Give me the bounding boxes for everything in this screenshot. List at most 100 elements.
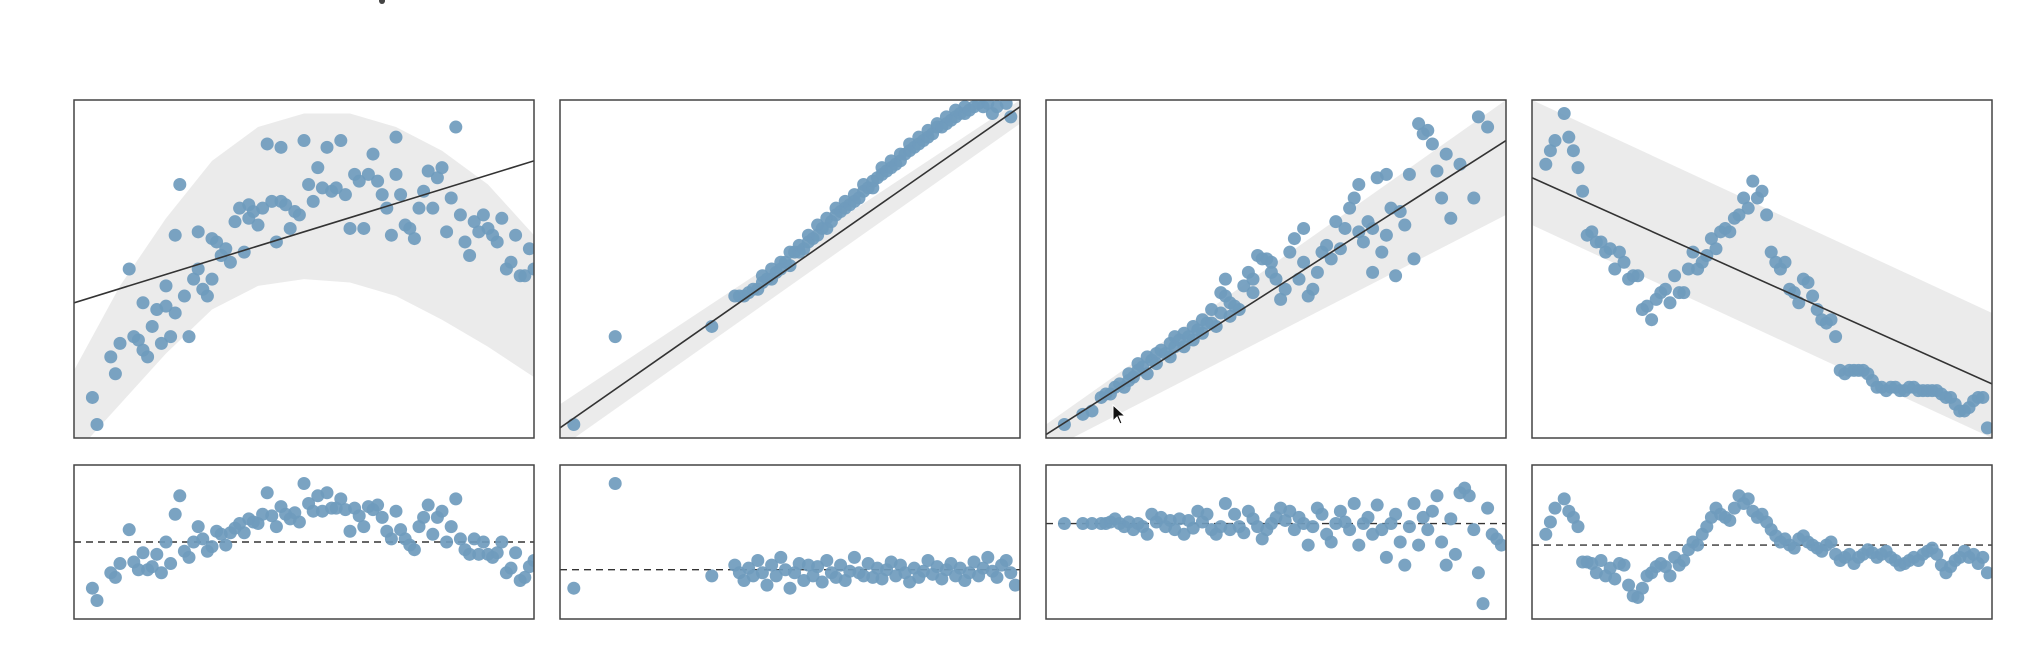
- data-point: [279, 198, 293, 212]
- residual-point: [1471, 566, 1485, 580]
- data-point: [1352, 178, 1366, 191]
- data-point: [159, 299, 173, 313]
- residual-point: [154, 566, 168, 580]
- data-point: [1389, 269, 1403, 283]
- data-point: [1723, 225, 1737, 239]
- residual-point: [1306, 520, 1320, 534]
- residual-point: [476, 535, 490, 549]
- residual-point: [463, 547, 477, 561]
- data-point: [1352, 225, 1366, 239]
- residual-point: [1008, 578, 1020, 592]
- data-point: [1264, 255, 1278, 269]
- residual-point: [567, 581, 581, 595]
- data-point: [260, 137, 274, 151]
- residual-point: [306, 504, 320, 518]
- residual-point: [1476, 597, 1490, 611]
- data-point: [1471, 110, 1485, 124]
- data-point: [1585, 225, 1599, 239]
- data-point: [407, 232, 421, 246]
- data-point: [463, 248, 477, 262]
- residual-point: [417, 510, 431, 524]
- residual-panel-3: [1045, 464, 1507, 620]
- data-point: [1562, 130, 1576, 144]
- residual-point: [490, 546, 504, 560]
- data-point: [444, 191, 458, 205]
- data-point: [1741, 201, 1755, 215]
- data-point: [999, 100, 1013, 110]
- residual-point: [1407, 497, 1421, 510]
- residual-point: [751, 553, 765, 567]
- residual-point: [426, 527, 440, 541]
- data-point: [141, 350, 155, 364]
- residual-point: [999, 553, 1013, 567]
- data-point: [205, 272, 219, 286]
- data-point: [1343, 201, 1357, 215]
- data-point: [1824, 313, 1838, 327]
- plot-frame: [1045, 99, 1507, 439]
- data-point: [1617, 255, 1631, 269]
- residual-point: [1398, 558, 1412, 572]
- residual-point: [108, 570, 122, 584]
- residual-point: [1824, 535, 1838, 549]
- data-point: [1379, 228, 1393, 242]
- data-point: [1246, 286, 1260, 300]
- residual-point: [1287, 523, 1301, 537]
- residual-point: [205, 540, 219, 554]
- data-point: [522, 242, 534, 256]
- residual-point: [1421, 523, 1435, 537]
- data-point: [329, 181, 343, 195]
- data-point: [361, 167, 375, 181]
- confidence-band: [1532, 100, 1992, 438]
- data-point: [1732, 208, 1746, 222]
- residual-point: [440, 535, 454, 549]
- residual-point: [1186, 521, 1200, 535]
- data-point: [145, 319, 159, 333]
- residual-point: [1283, 504, 1297, 518]
- mouse-cursor-icon: [1112, 403, 1127, 425]
- residual-point: [435, 504, 449, 518]
- data-point: [1829, 330, 1843, 344]
- residual-point: [357, 520, 371, 534]
- data-point: [159, 279, 173, 293]
- residual-point: [444, 520, 458, 534]
- residual-point: [1200, 507, 1214, 521]
- data-point: [1421, 123, 1435, 137]
- residual-point: [518, 570, 532, 584]
- residual-point: [269, 520, 283, 534]
- residual-point: [113, 557, 127, 571]
- data-point: [1640, 299, 1654, 313]
- residual-point: [343, 524, 357, 538]
- data-point: [1430, 164, 1444, 178]
- residual-point: [168, 507, 182, 521]
- plot-area: [1532, 100, 1992, 438]
- residual-point: [371, 498, 385, 512]
- residual-point: [1343, 523, 1357, 537]
- data-point: [567, 417, 581, 431]
- residual-point: [1481, 501, 1495, 515]
- residual-point: [472, 547, 486, 561]
- data-point: [1310, 265, 1324, 279]
- data-point: [453, 208, 467, 222]
- residual-point: [1324, 535, 1338, 549]
- regression-line: [1532, 177, 1992, 385]
- residual-point: [1571, 520, 1585, 534]
- residual-point: [1723, 513, 1737, 527]
- data-point: [518, 269, 532, 283]
- residual-point: [297, 476, 311, 490]
- data-point: [1237, 279, 1251, 293]
- residual-point: [1980, 566, 1992, 580]
- regression-line: [74, 160, 534, 304]
- residual-point: [384, 532, 398, 546]
- data-point: [1320, 238, 1334, 252]
- residual-point: [1379, 550, 1393, 564]
- residual-point: [1741, 492, 1755, 506]
- data-point: [256, 201, 270, 215]
- residual-area: [560, 476, 1020, 595]
- data-point: [1444, 211, 1458, 225]
- plot-frame: [73, 99, 535, 439]
- residual-point: [967, 555, 981, 569]
- residual-point: [182, 550, 196, 564]
- data-point: [1297, 221, 1311, 235]
- residual-point: [1177, 527, 1191, 541]
